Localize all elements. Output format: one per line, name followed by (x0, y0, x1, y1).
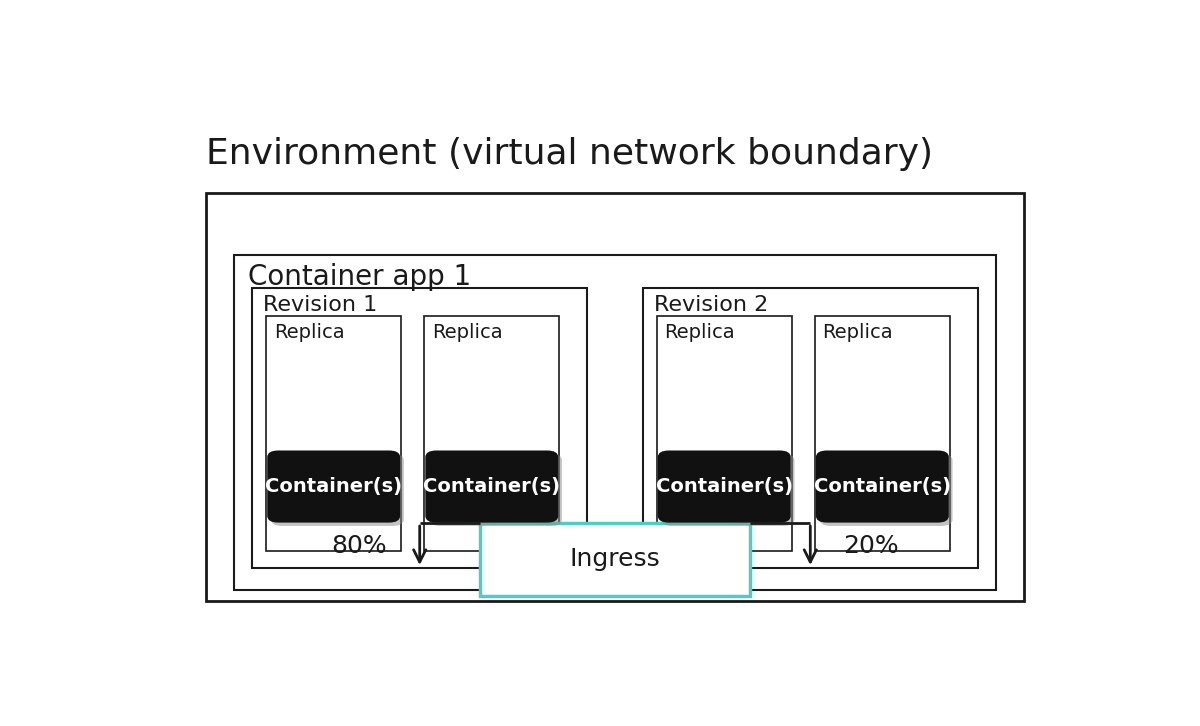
Bar (252, 288, 587, 568)
FancyBboxPatch shape (425, 450, 558, 523)
Text: 80%: 80% (331, 534, 388, 558)
Text: Container(s): Container(s) (265, 477, 402, 496)
Text: Environment (virtual network boundary): Environment (virtual network boundary) (206, 137, 932, 171)
Text: Container app 1: Container app 1 (247, 264, 470, 291)
FancyBboxPatch shape (430, 454, 562, 526)
FancyBboxPatch shape (816, 450, 949, 523)
Bar (643, 288, 978, 568)
Text: Replica: Replica (665, 323, 734, 342)
Bar (266, 317, 401, 551)
Text: Revision 2: Revision 2 (654, 295, 768, 315)
Bar (815, 317, 950, 551)
FancyBboxPatch shape (271, 454, 404, 526)
Text: Container(s): Container(s) (424, 477, 560, 496)
Text: 20%: 20% (842, 534, 899, 558)
Text: Replica: Replica (274, 323, 344, 342)
Bar (656, 317, 792, 551)
Text: Container(s): Container(s) (655, 477, 793, 496)
Bar (480, 523, 750, 596)
Text: Ingress: Ingress (570, 547, 660, 571)
Bar (206, 193, 1024, 601)
FancyBboxPatch shape (661, 454, 794, 526)
Text: Revision 1: Revision 1 (264, 295, 378, 315)
Text: Replica: Replica (822, 323, 893, 342)
FancyBboxPatch shape (820, 454, 953, 526)
Bar (425, 317, 559, 551)
FancyBboxPatch shape (268, 450, 400, 523)
Bar (234, 255, 996, 590)
Text: Container(s): Container(s) (814, 477, 950, 496)
Text: Replica: Replica (432, 323, 503, 342)
FancyBboxPatch shape (658, 450, 791, 523)
